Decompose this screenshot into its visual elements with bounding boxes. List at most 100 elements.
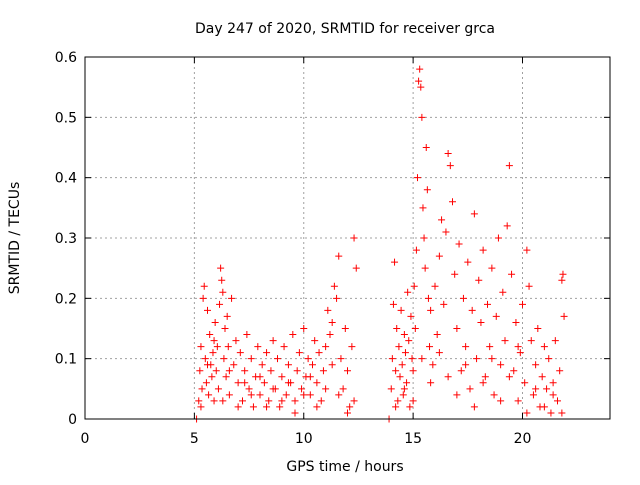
data-point [401,349,409,357]
data-point [306,373,314,381]
data-point [481,373,489,381]
chart-title: Day 247 of 2020, SRMTID for receiver grc… [195,21,495,37]
data-point [247,391,255,399]
data-point [410,282,418,290]
data-point [220,355,228,363]
data-point [538,373,546,381]
data-point [247,355,255,363]
data-point [280,343,288,351]
data-point [291,409,299,417]
data-point [462,343,470,351]
data-point [501,337,509,345]
data-point [523,409,531,417]
data-point [521,379,529,387]
data-point [339,385,347,393]
data-point [558,276,566,284]
data-point [560,312,568,320]
data-point [545,355,553,363]
data-point [421,264,429,272]
data-point [322,385,330,393]
data-point [497,361,505,369]
data-point [214,385,222,393]
y-tick-label: 0.6 [55,50,77,66]
data-point [556,367,564,375]
data-point [223,312,231,320]
data-point [243,331,251,339]
data-point [291,397,299,405]
data-point [455,240,463,248]
data-point [217,264,225,272]
data-point [335,252,343,260]
data-point [206,331,214,339]
data-point [306,391,314,399]
data-point [346,403,354,411]
data-point [488,355,496,363]
data-point [258,361,266,369]
data-point [514,397,522,405]
data-point [549,391,557,399]
data-point [519,300,526,308]
x-tick-label: 10 [295,431,313,447]
data-point [276,403,284,411]
data-point [462,361,470,369]
data-point [442,228,450,236]
data-point [473,355,481,363]
data-point [397,306,405,314]
data-point [532,361,540,369]
data-point [249,403,257,411]
data-point [435,349,443,357]
y-tick-label: 0.1 [55,352,77,368]
data-point [205,391,213,399]
data-point [543,385,551,393]
data-point [486,343,494,351]
x-tick-label: 15 [404,431,422,447]
data-point [195,397,203,405]
data-point [263,403,271,411]
data-point [219,288,227,296]
data-point [344,409,351,417]
y-tick-label: 0.4 [55,171,77,187]
data-point [311,337,319,345]
data-point [224,343,232,351]
data-point [282,391,290,399]
data-point [263,349,271,357]
data-point [494,234,502,242]
data-point [245,385,253,393]
data-point [197,403,205,411]
data-point [525,282,533,290]
data-point [414,174,421,182]
data-point [335,391,343,399]
data-point [328,361,336,369]
x-tick-label: 0 [81,431,90,447]
data-point [433,331,441,339]
data-point [426,343,434,351]
data-point [260,379,268,387]
data-point [394,397,402,405]
data-point [315,349,323,357]
data-point [403,379,411,387]
y-tick-label: 0.5 [55,110,77,126]
data-point [344,367,351,375]
data-point [313,403,321,411]
data-point [304,355,312,363]
data-point [196,367,204,375]
data-point [419,204,427,212]
data-point [534,325,542,332]
data-point [427,306,435,314]
data-point [422,144,430,151]
y-tick-label: 0.3 [55,231,77,247]
data-point [423,186,431,194]
data-point [540,343,548,351]
data-point [418,355,426,363]
data-point [348,343,356,351]
data-point [464,258,472,266]
data-point [505,373,513,381]
y-tick-label: 0.2 [55,291,77,307]
data-point [400,385,408,393]
data-point [234,403,242,411]
data-point [551,337,559,345]
data-point [216,300,224,308]
data-point [429,361,437,369]
